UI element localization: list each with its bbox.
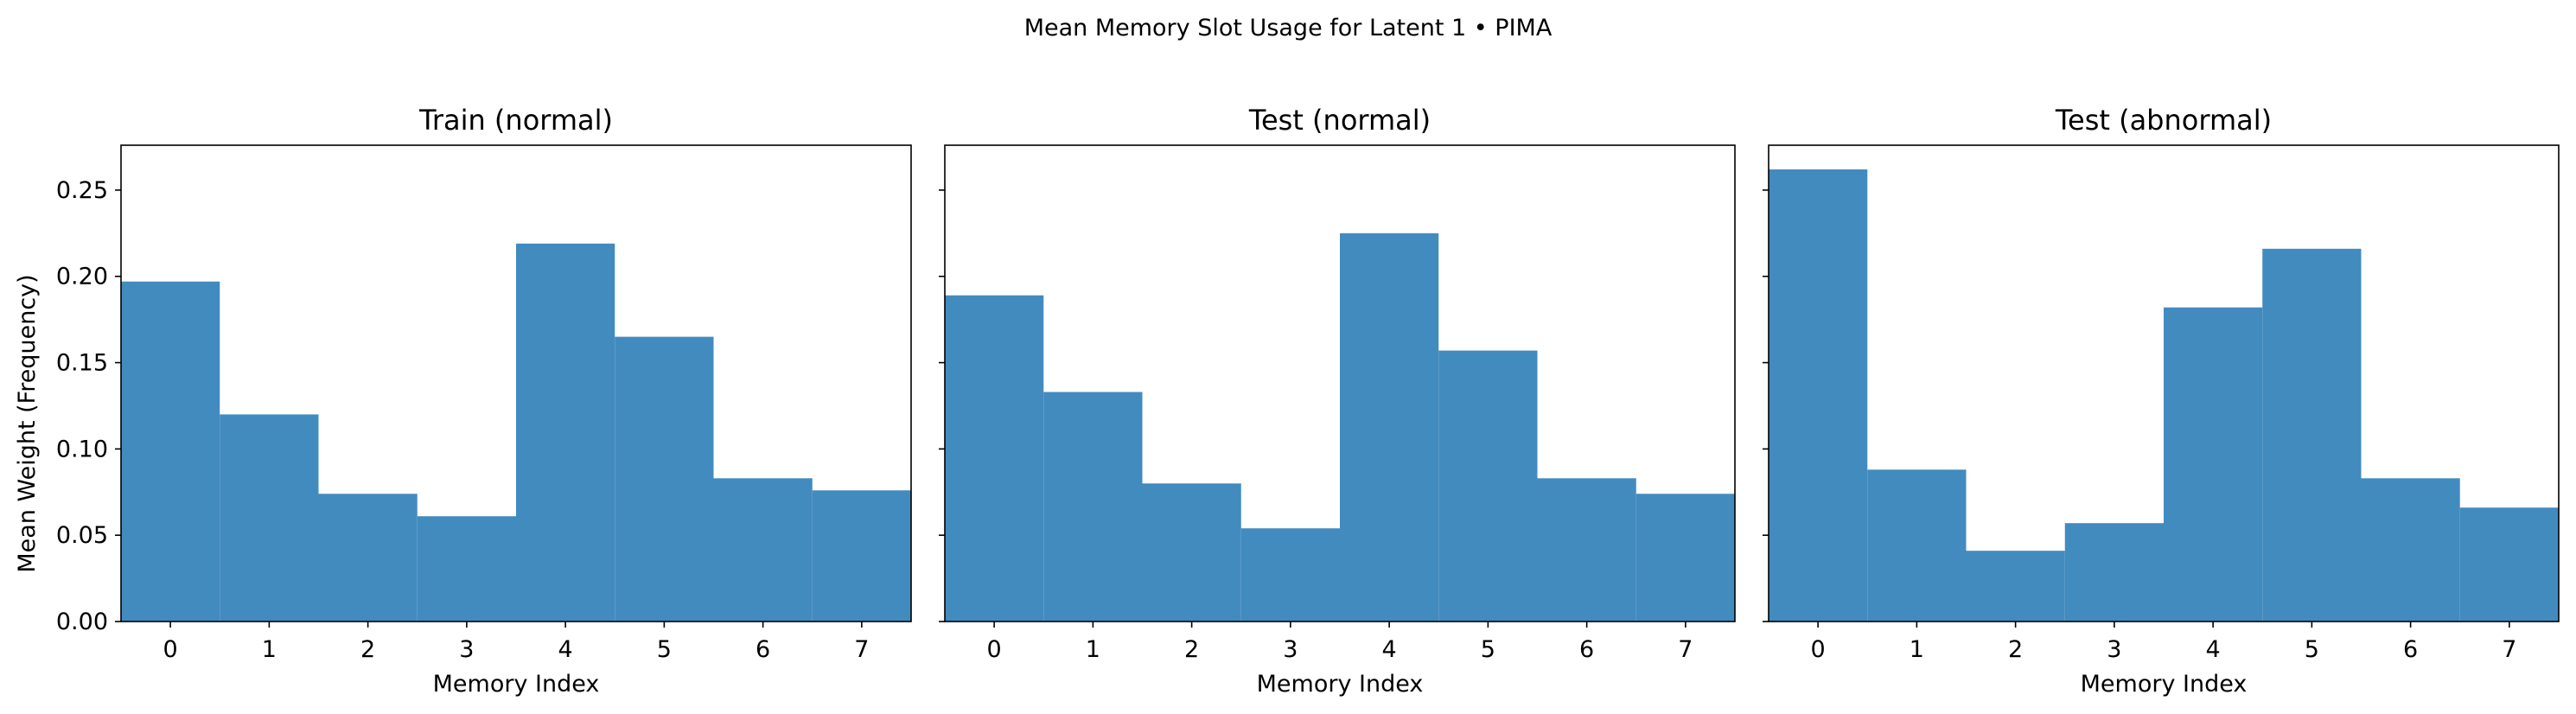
y-tick-label: 0.20 [56, 264, 108, 290]
bar-3 [1240, 528, 1340, 622]
subplot-title: Test (normal) [1248, 104, 1431, 137]
x-tick-label: 1 [262, 636, 277, 663]
x-tick-label: 2 [1184, 636, 1199, 663]
bar-6 [1537, 478, 1636, 622]
bar-0 [121, 281, 220, 622]
x-axis-label: Memory Index [433, 671, 600, 698]
bar-2 [318, 494, 418, 622]
x-tick-label: 5 [657, 636, 672, 663]
y-tick-label: 0.05 [56, 522, 108, 549]
bar-1 [220, 414, 319, 622]
x-tick-label: 4 [2206, 636, 2221, 663]
x-tick-label: 5 [2305, 636, 2319, 663]
x-tick-label: 7 [1678, 636, 1693, 663]
x-tick-label: 0 [163, 636, 178, 663]
bar-6 [2361, 478, 2460, 622]
subplot-title: Train (normal) [418, 104, 613, 137]
plot-frame [1768, 144, 2560, 622]
bar-5 [615, 336, 714, 622]
x-tick-label: 1 [1086, 636, 1100, 663]
bar-1 [1867, 469, 1967, 622]
bar-5 [1438, 350, 1538, 622]
x-tick-label: 4 [1382, 636, 1397, 663]
bar-3 [417, 516, 516, 622]
x-tick-label: 7 [2502, 636, 2516, 663]
y-tick-label: 0.25 [56, 177, 108, 204]
bar-7 [2459, 507, 2559, 622]
subplot-title: Test (abnormal) [2055, 104, 2272, 137]
subplot-grid: Train (normal) 0 1 2 3 4 5 6 7 Memory Index 0.00 0.… [56, 104, 2560, 698]
bar-7 [1636, 494, 1735, 622]
subplot-2: Test (abnormal) 0 1 2 3 4 5 6 7 Memory Index [1763, 104, 2560, 698]
figure-suptitle: Mean Memory Slot Usage for Latent 1 • PI… [1024, 15, 1553, 41]
x-tick-label: 0 [1811, 636, 1826, 663]
bar-0 [945, 295, 1044, 622]
x-tick-label: 0 [987, 636, 1002, 663]
x-tick-label: 6 [1579, 636, 1594, 663]
x-tick-label: 2 [360, 636, 375, 663]
bar-3 [2064, 523, 2164, 622]
bar-4 [1340, 233, 1439, 622]
x-tick-label: 3 [2107, 636, 2121, 663]
x-tick-label: 1 [1910, 636, 1924, 663]
bar-1 [1043, 392, 1143, 622]
bar-7 [812, 490, 911, 622]
x-tick-label: 2 [2008, 636, 2023, 663]
x-tick-label: 6 [2403, 636, 2418, 663]
bar-0 [1769, 169, 1868, 622]
x-tick-label: 7 [854, 636, 869, 663]
x-tick-label: 3 [459, 636, 474, 663]
x-tick-label: 6 [756, 636, 770, 663]
bar-5 [2262, 248, 2362, 622]
bar-4 [516, 243, 615, 622]
y-tick-label: 0.15 [56, 350, 108, 377]
bar-4 [2164, 307, 2263, 622]
shared-y-axis-label: Mean Weight (Frequency) [14, 274, 41, 572]
x-axis-label: Memory Index [2081, 671, 2248, 698]
subplot-0: Train (normal) 0 1 2 3 4 5 6 7 Memory Index 0.00 0.… [56, 104, 912, 698]
y-tick-label: 0.10 [56, 436, 108, 462]
bar-2 [1966, 551, 2065, 622]
x-tick-label: 3 [1283, 636, 1298, 663]
x-tick-label: 4 [558, 636, 573, 663]
x-axis-label: Memory Index [1257, 671, 1424, 698]
x-tick-label: 5 [1481, 636, 1495, 663]
plot-frame [944, 144, 1736, 622]
plot-frame [120, 144, 912, 622]
bar-6 [713, 478, 813, 622]
y-tick-label: 0.00 [56, 609, 108, 635]
bar-2 [1142, 483, 1241, 622]
subplot-1: Test (normal) 0 1 2 3 4 5 6 7 Memory Index [939, 104, 1736, 698]
